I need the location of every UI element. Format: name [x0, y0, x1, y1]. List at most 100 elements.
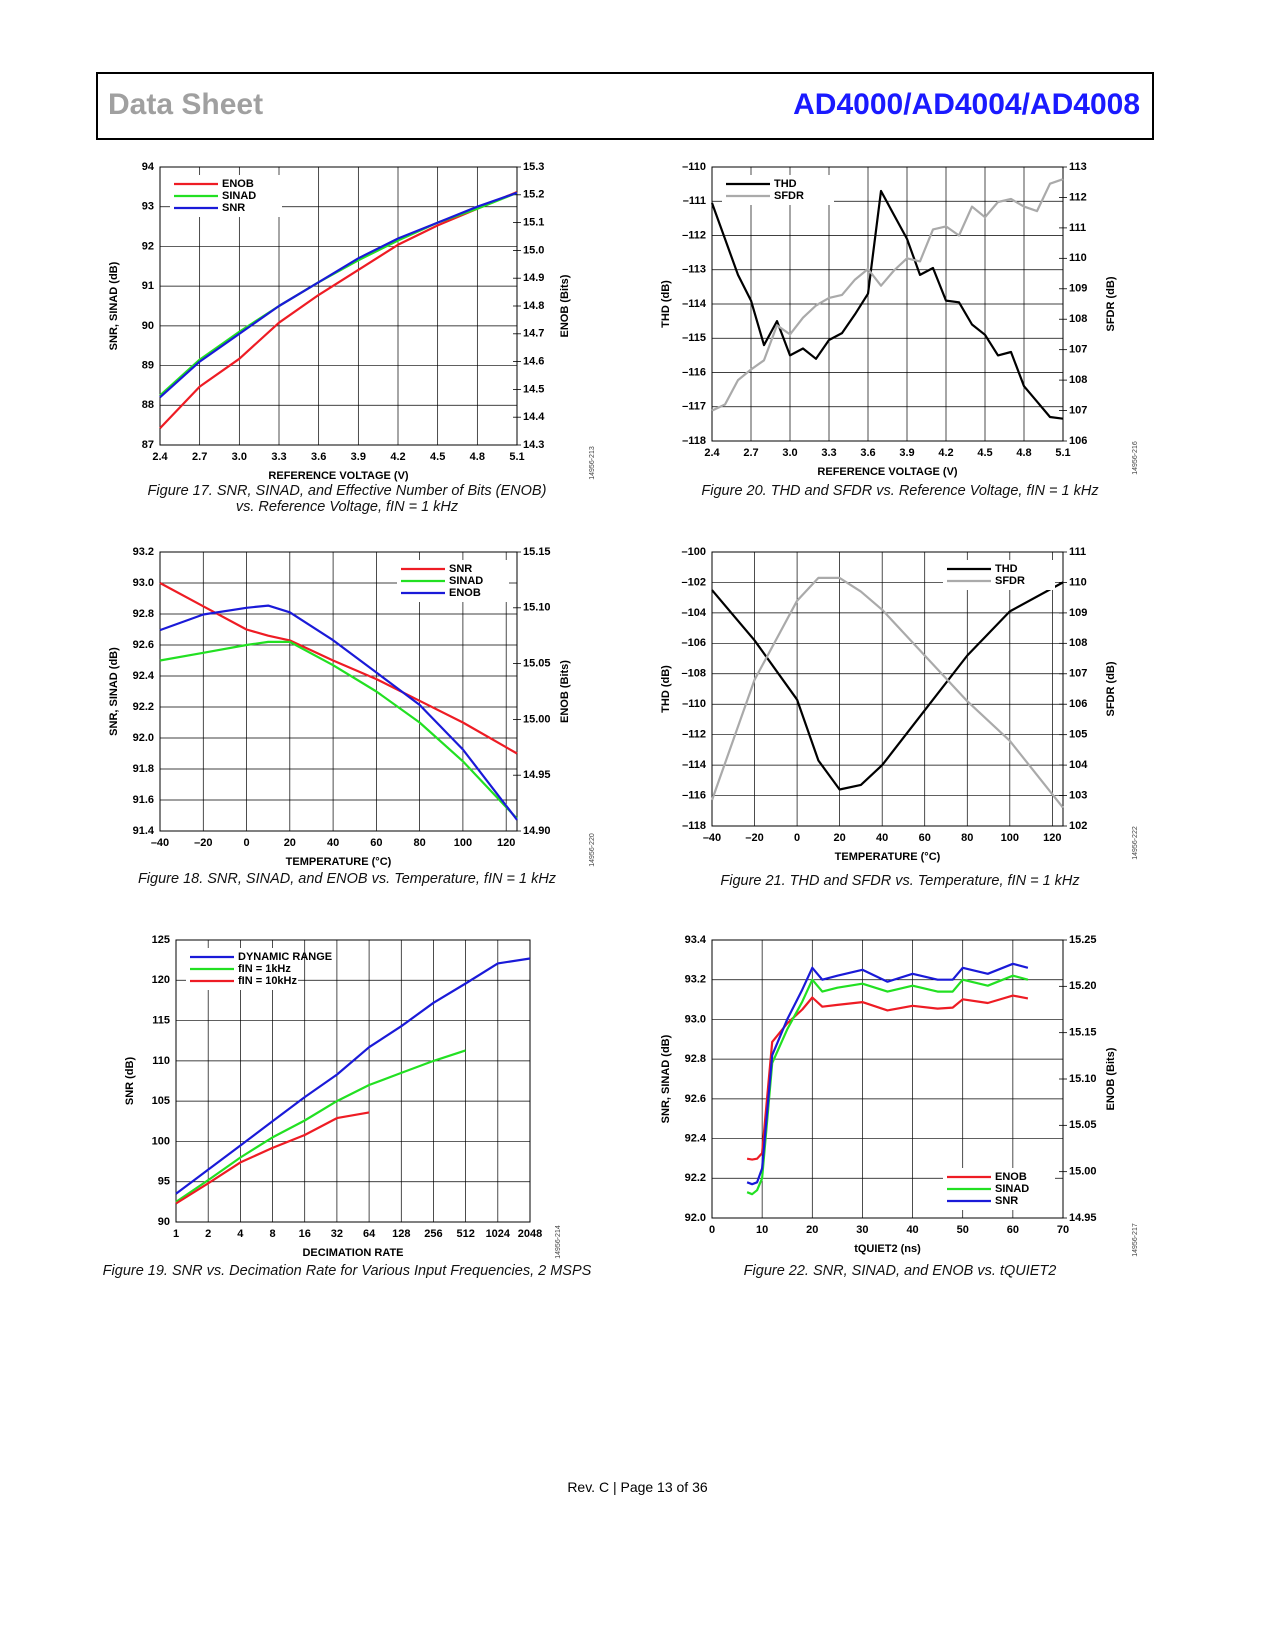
- series-line: [711, 581, 1064, 791]
- y-tick-label: 91.4: [133, 825, 155, 837]
- y-tick-label: 92.4: [685, 1132, 707, 1144]
- y-tick-label: –113: [682, 264, 706, 276]
- y-tick-label: –118: [682, 435, 706, 447]
- x-axis-label: DECIMATION RATE: [302, 1247, 403, 1259]
- y-tick-label: –116: [682, 789, 706, 801]
- legend-box: [943, 560, 1055, 590]
- y-tick-label: –110: [682, 161, 706, 173]
- x-tick-label: 3.6: [311, 451, 326, 463]
- x-tick-label: 3.9: [899, 447, 914, 459]
- y2-axis-label: ENOB (Bits): [559, 274, 571, 337]
- y-tick-label: 89: [142, 359, 154, 371]
- x-tick-label: –40: [151, 837, 169, 849]
- y2-tick-label: 14.6: [523, 356, 544, 368]
- figure-code: 14956-220: [589, 833, 596, 867]
- y2-axis-label: ENOB (Bits): [1105, 1047, 1117, 1110]
- y2-axis-label: ENOB (Bits): [559, 660, 571, 723]
- x-tick-label: 100: [454, 837, 472, 849]
- x-tick-label: 16: [299, 1228, 311, 1240]
- y-tick-label: 90: [142, 320, 154, 332]
- plot-frame: [159, 551, 518, 832]
- x-tick-label: 256: [424, 1228, 442, 1240]
- x-tick-label: 100: [1001, 832, 1019, 844]
- x-tick-label: 3.9: [351, 451, 366, 463]
- series-line: [710, 189, 1064, 420]
- x-tick-label: 4.5: [430, 451, 445, 463]
- series-line: [159, 191, 518, 397]
- y-tick-label: –110: [682, 698, 706, 710]
- legend-label: THD: [774, 178, 797, 190]
- x-tick-label: 2.4: [152, 451, 168, 463]
- figure-caption: Figure 21. THD and SFDR vs. Temperature,…: [720, 873, 1080, 889]
- x-tick-label: 40: [906, 1224, 918, 1236]
- x-tick-label: 60: [370, 837, 382, 849]
- y2-tick-label: 111: [1069, 222, 1086, 234]
- x-tick-label: 10: [756, 1224, 768, 1236]
- y-tick-label: –114: [682, 759, 707, 771]
- x-tick-label: 2048: [518, 1228, 542, 1240]
- x-tick-label: 2.7: [192, 451, 207, 463]
- x-tick-label: –20: [745, 832, 763, 844]
- y-tick-label: –102: [682, 576, 706, 588]
- y-tick-label: 93.4: [685, 934, 707, 946]
- y-axis-label: THD (dB): [660, 280, 672, 328]
- y2-tick-label: 107: [1069, 404, 1087, 416]
- figure-code: 14956-222: [1132, 826, 1139, 860]
- x-tick-label: 5.1: [509, 451, 524, 463]
- y2-tick-label: 111: [1069, 546, 1086, 558]
- x-tick-label: 0: [243, 837, 249, 849]
- y-tick-label: 105: [152, 1095, 170, 1107]
- x-tick-label: 20: [806, 1224, 818, 1236]
- figure-caption: Figure 19. SNR vs. Decimation Rate for V…: [102, 1263, 592, 1279]
- x-tick-label: 4.2: [390, 451, 405, 463]
- y-tick-label: 92.0: [133, 732, 154, 744]
- y2-tick-label: 14.3: [523, 439, 544, 451]
- x-tick-label: –20: [194, 837, 212, 849]
- y-tick-label: 92.4: [133, 670, 155, 682]
- y-tick-label: 92.2: [133, 701, 154, 713]
- y2-tick-label: 108: [1069, 374, 1087, 386]
- plot-frame: [175, 939, 531, 1223]
- y2-tick-label: 14.9: [523, 272, 544, 284]
- y2-tick-label: 15.3: [523, 161, 544, 173]
- y2-tick-label: 15.2: [523, 189, 544, 201]
- figure-caption: Figure 18. SNR, SINAD, and ENOB vs. Temp…: [137, 871, 557, 887]
- x-axis-label: REFERENCE VOLTAGE (V): [268, 470, 408, 482]
- x-tick-label: 3.0: [232, 451, 247, 463]
- x-tick-label: 32: [331, 1228, 343, 1240]
- y2-tick-label: 109: [1069, 607, 1087, 619]
- y2-tick-label: 110: [1069, 252, 1087, 264]
- y-tick-label: –117: [682, 401, 706, 413]
- x-tick-label: 8: [269, 1228, 275, 1240]
- y2-tick-label: 15.15: [1069, 1027, 1097, 1039]
- plot-frame: [711, 551, 1064, 827]
- y2-tick-label: 14.7: [523, 328, 544, 340]
- y-tick-label: 95: [158, 1176, 170, 1188]
- y-tick-label: –115: [682, 332, 706, 344]
- series-line: [159, 582, 518, 755]
- x-tick-label: 50: [957, 1224, 969, 1236]
- x-tick-label: 4.8: [1016, 447, 1031, 459]
- x-tick-label: 80: [414, 837, 426, 849]
- x-tick-label: 4.2: [938, 447, 953, 459]
- header-product: AD4000/AD4004/AD4008: [793, 88, 1140, 121]
- legend-label: SFDR: [995, 575, 1025, 587]
- y-tick-label: 91.8: [133, 763, 154, 775]
- y-tick-label: 92.6: [685, 1093, 706, 1105]
- y-tick-label: 93.0: [133, 577, 154, 589]
- y2-axis-label: SFDR (dB): [1105, 276, 1117, 331]
- y2-tick-label: 14.90: [523, 825, 551, 837]
- y2-tick-label: 15.05: [1069, 1119, 1097, 1131]
- y2-tick-label: 110: [1069, 576, 1087, 588]
- x-tick-label: 120: [1043, 832, 1061, 844]
- y-tick-label: 93.2: [133, 546, 154, 558]
- x-tick-label: 2.7: [743, 447, 758, 459]
- legend-label: DYNAMIC RANGE: [238, 951, 332, 963]
- legend-label: fIN = 1kHz: [238, 963, 291, 975]
- series-line: [175, 1111, 370, 1205]
- x-tick-label: 30: [856, 1224, 868, 1236]
- figure-caption: Figure 20. THD and SFDR vs. Reference Vo…: [701, 483, 1099, 499]
- y2-tick-label: 15.10: [523, 602, 551, 614]
- y-tick-label: 94: [142, 161, 155, 173]
